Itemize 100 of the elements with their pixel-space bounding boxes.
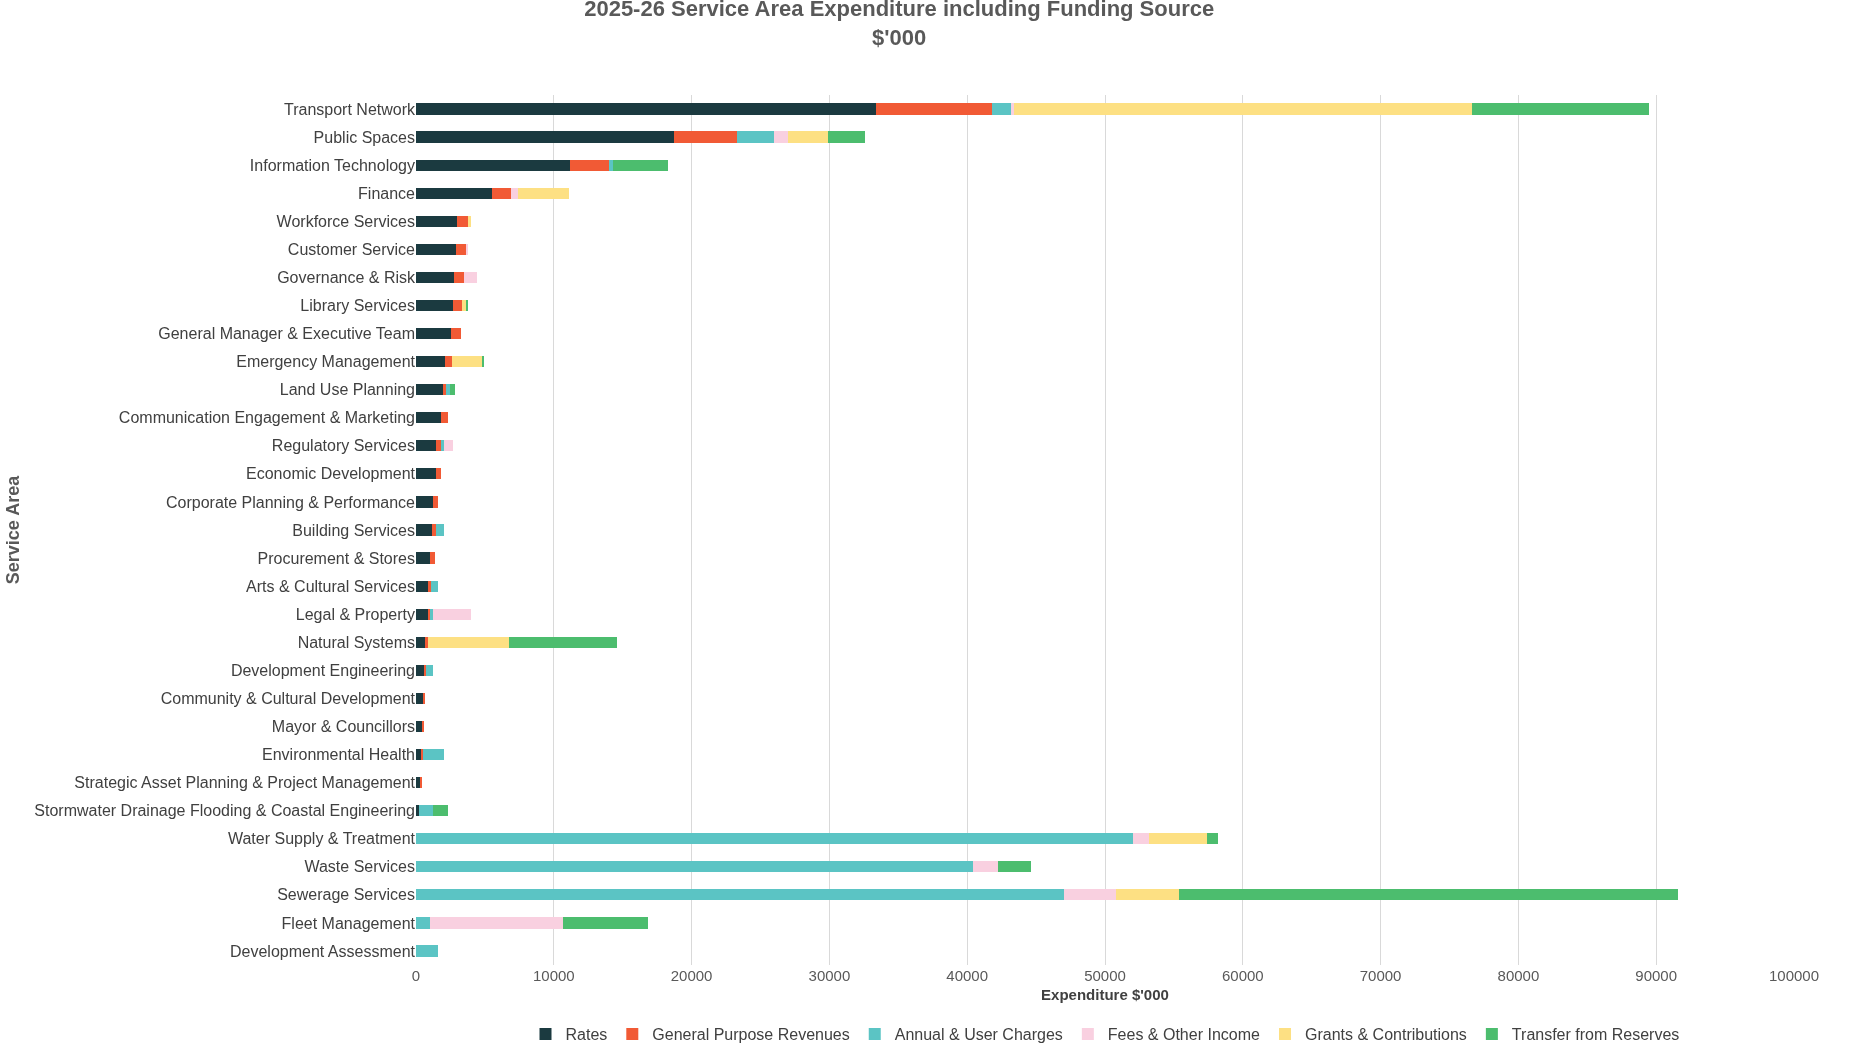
bar xyxy=(788,131,829,143)
bar xyxy=(673,131,738,143)
bar xyxy=(416,552,431,564)
bar xyxy=(416,496,434,508)
y-tick-label: Customer Service xyxy=(287,240,416,258)
bar xyxy=(1149,833,1207,845)
bar xyxy=(430,552,435,564)
y-tick-label: Corporate Planning & Performance xyxy=(165,493,416,511)
bar xyxy=(517,187,569,199)
bar xyxy=(416,384,443,396)
bar xyxy=(451,356,483,368)
bar xyxy=(429,917,564,929)
y-tick-label: General Manager & Executive Team xyxy=(158,325,415,343)
bar xyxy=(416,608,428,620)
bar xyxy=(451,327,461,340)
bar xyxy=(613,159,669,171)
y-axis-title: Service Area xyxy=(2,474,23,585)
x-tick-label: 10000 xyxy=(532,967,575,984)
y-tick-label: Emergency Management xyxy=(236,353,416,371)
x-tick-label: 80000 xyxy=(1497,967,1540,984)
bar xyxy=(453,271,464,284)
bar xyxy=(457,215,468,227)
bar xyxy=(1471,103,1650,115)
bar xyxy=(444,356,452,368)
bar xyxy=(418,805,433,817)
bar xyxy=(463,271,478,284)
y-tick-label: Economic Development xyxy=(246,465,416,483)
y-tick-label: Environmental Health xyxy=(262,746,415,764)
bar xyxy=(563,917,648,929)
bar xyxy=(416,159,571,171)
bar xyxy=(450,384,456,396)
bar xyxy=(828,131,866,143)
bar xyxy=(491,187,512,199)
bar xyxy=(1179,889,1679,901)
chart-title: 2025-26 Service Area Expenditure including Funding Source $'000 xyxy=(584,0,1215,50)
y-tick-label: Waste Services xyxy=(304,858,415,876)
bar xyxy=(446,384,451,396)
bar xyxy=(416,356,445,368)
x-tick-label: 90000 xyxy=(1635,967,1678,984)
bar xyxy=(1014,103,1472,115)
y-tick-label: Water Supply & Treatment xyxy=(227,830,416,848)
bar xyxy=(416,103,877,115)
bar xyxy=(416,748,421,761)
bar xyxy=(737,131,775,143)
bar xyxy=(416,805,419,817)
bar xyxy=(482,356,485,368)
bar xyxy=(416,243,456,255)
y-tick-label: Transport Network xyxy=(284,100,416,118)
bar xyxy=(443,440,453,452)
bar xyxy=(416,580,428,592)
x-axis-title: Expenditure $'000 xyxy=(1041,986,1169,1003)
bar xyxy=(452,299,463,312)
y-tick-label: Communication Engagement & Marketing xyxy=(118,409,415,427)
x-tick-label: 30000 xyxy=(808,967,851,984)
y-tick-label: Governance & Risk xyxy=(277,269,416,287)
legend-label: Annual & User Charges xyxy=(894,1026,1063,1044)
y-tick-label: Development Engineering xyxy=(230,661,415,679)
bar xyxy=(416,776,421,789)
y-tick-label: Library Services xyxy=(300,297,415,315)
x-tick-label: 0 xyxy=(411,967,421,984)
bar xyxy=(416,131,674,143)
bar xyxy=(424,664,427,676)
y-tick-label: Strategic Asset Planning & Project Management xyxy=(74,774,416,792)
bar xyxy=(416,524,432,536)
bar xyxy=(416,636,425,648)
bar xyxy=(570,159,609,171)
legend-label: Grants & Contributions xyxy=(1305,1026,1467,1044)
legend-label: Fees & Other Income xyxy=(1107,1026,1261,1044)
y-tick-label: Procurement & Stores xyxy=(257,549,415,567)
x-tick-label: 50000 xyxy=(1084,967,1126,984)
y-tick-label: Information Technology xyxy=(249,156,415,174)
bar xyxy=(416,327,452,340)
y-tick-label: Development Assessment xyxy=(230,942,416,960)
bar xyxy=(416,299,453,312)
x-tick-label: 70000 xyxy=(1359,967,1402,984)
y-tick-label: Public Spaces xyxy=(313,128,415,146)
legend-label: Rates xyxy=(565,1026,608,1044)
bar xyxy=(416,468,436,480)
bar xyxy=(509,636,618,648)
bar xyxy=(432,608,472,620)
bar xyxy=(416,271,454,284)
bar xyxy=(1063,889,1117,901)
bar xyxy=(435,524,444,536)
bar xyxy=(1132,833,1150,845)
bar xyxy=(1116,889,1180,901)
bar xyxy=(876,103,992,115)
x-tick-label: 20000 xyxy=(670,967,713,984)
bar xyxy=(416,692,423,704)
bar xyxy=(1206,833,1218,845)
bar xyxy=(426,664,433,676)
bar xyxy=(422,748,444,761)
bar xyxy=(608,159,614,171)
bar xyxy=(972,861,998,873)
y-tick-label: Workforce Services xyxy=(276,212,415,230)
y-tick-label: Sewerage Services xyxy=(277,886,415,904)
bar xyxy=(1011,103,1015,115)
y-tick-label: Building Services xyxy=(292,521,415,539)
bar xyxy=(416,412,442,424)
bar xyxy=(420,748,423,761)
bar xyxy=(416,664,425,676)
